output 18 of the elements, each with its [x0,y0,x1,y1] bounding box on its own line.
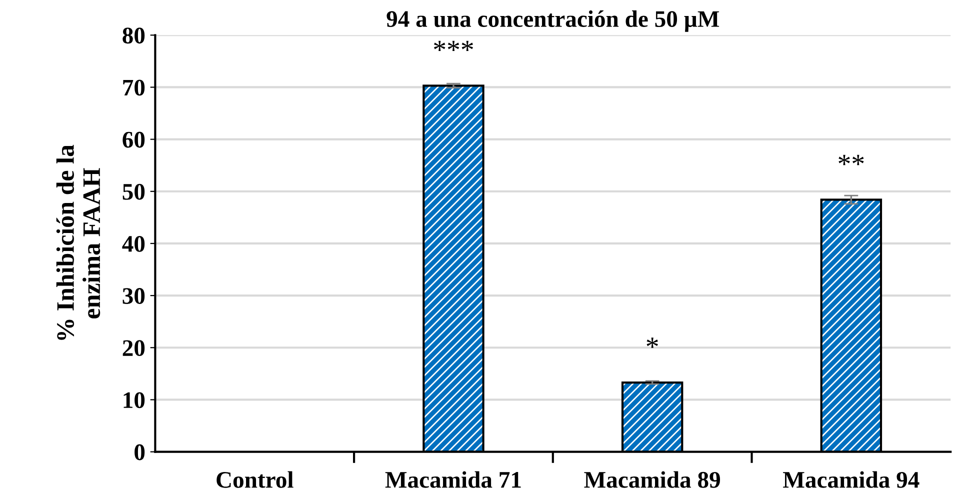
annotation: *** [434,40,473,52]
x-tick-label: Macamida 89 [584,471,720,488]
annotation: ** [838,154,864,166]
y-tick-label: 10 [124,392,145,408]
x-tick-label: Macamida 71 [385,471,521,488]
y-axis-title: % Inhibición de la enzima FAAH [56,144,100,340]
y-tick-label: 50 [122,184,145,200]
y-tick-label: 60 [122,132,145,148]
chart-title: 94 a una concentración de 50 µM [386,10,720,32]
y-tick-label: 70 [123,80,145,96]
y-tick-label: 40 [122,236,145,252]
x-tick-label: Macamida 94 [783,471,920,488]
y-tick-label: 0 [134,444,145,460]
y-tick-label: 30 [122,288,145,304]
y-tick-label: 20 [122,340,145,356]
annotation: * [646,338,658,348]
x-tick-label: Control [216,471,294,488]
y-tick-label: 80 [122,28,145,44]
